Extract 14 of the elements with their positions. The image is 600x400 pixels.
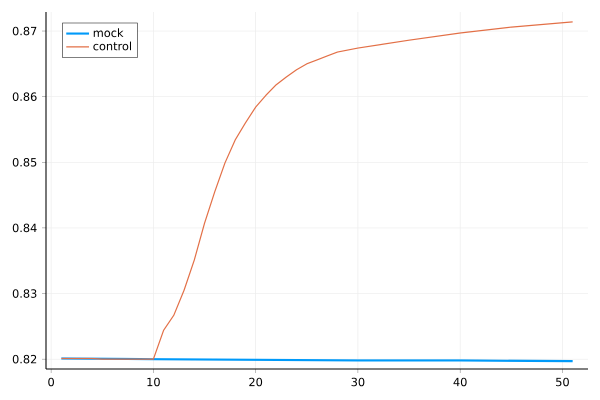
x-tick-label: 40 xyxy=(454,378,467,386)
y-tick-label: 0.84 xyxy=(12,224,37,232)
legend-label: mock xyxy=(94,28,124,38)
x-tick-label: 20 xyxy=(249,378,262,386)
y-tick-label: 0.87 xyxy=(12,26,36,36)
x-tick-label: 30 xyxy=(352,378,364,386)
x-tick-label: 10 xyxy=(147,378,160,386)
x-tick-label: 0 xyxy=(48,378,54,386)
legend-label: control xyxy=(93,42,131,50)
y-tick-label: 0.83 xyxy=(12,289,36,298)
x-tick-label: 50 xyxy=(556,378,569,386)
y-tick-label: 0.82 xyxy=(12,354,36,364)
y-tick-label: 0.86 xyxy=(12,92,37,101)
y-tick-label: 0.85 xyxy=(12,158,36,167)
